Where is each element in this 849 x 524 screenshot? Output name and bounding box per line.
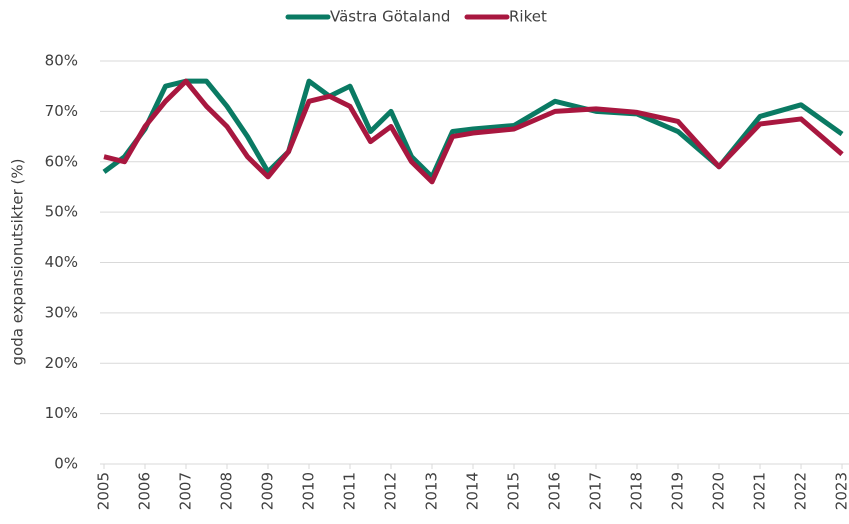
y-tick-label: 60% (45, 152, 78, 170)
x-tick-label: 2017 (587, 472, 605, 510)
x-tick-label: 2014 (464, 472, 482, 510)
y-axis-label: goda expansionutsikter (%) (9, 159, 27, 366)
y-tick-label: 10% (45, 404, 78, 422)
x-tick-label: 2021 (751, 472, 769, 510)
x-tick-label: 2012 (382, 472, 400, 510)
x-tick-label: 2007 (177, 472, 195, 510)
y-tick-label: 80% (45, 52, 78, 70)
y-tick-label: 0% (54, 455, 78, 473)
x-tick-label: 2018 (628, 472, 646, 510)
y-tick-label: 30% (45, 303, 78, 321)
x-tick-label: 2008 (218, 472, 236, 510)
x-tick-label: 2022 (792, 472, 810, 510)
y-tick-label: 70% (45, 102, 78, 120)
y-tick-label: 50% (45, 203, 78, 221)
y-tick-label: 40% (45, 253, 78, 271)
x-tick-label: 2006 (136, 472, 154, 510)
x-tick-label: 2009 (259, 472, 277, 510)
x-tick-label: 2020 (710, 472, 728, 510)
x-tick-label: 2019 (669, 472, 687, 510)
x-tick-label: 2023 (833, 472, 849, 510)
x-tick-label: 2005 (95, 472, 113, 510)
series-line (103, 78, 844, 185)
legend-label: Riket (509, 8, 547, 26)
legend-label: Västra Götaland (330, 8, 450, 26)
y-tick-label: 20% (45, 354, 78, 372)
series-line (102, 78, 844, 180)
x-tick-label: 2016 (546, 472, 564, 510)
x-tick-label: 2011 (341, 472, 359, 510)
x-tick-label: 2013 (423, 472, 441, 510)
x-tick-label: 2010 (300, 472, 318, 510)
x-tick-label: 2015 (505, 472, 523, 510)
